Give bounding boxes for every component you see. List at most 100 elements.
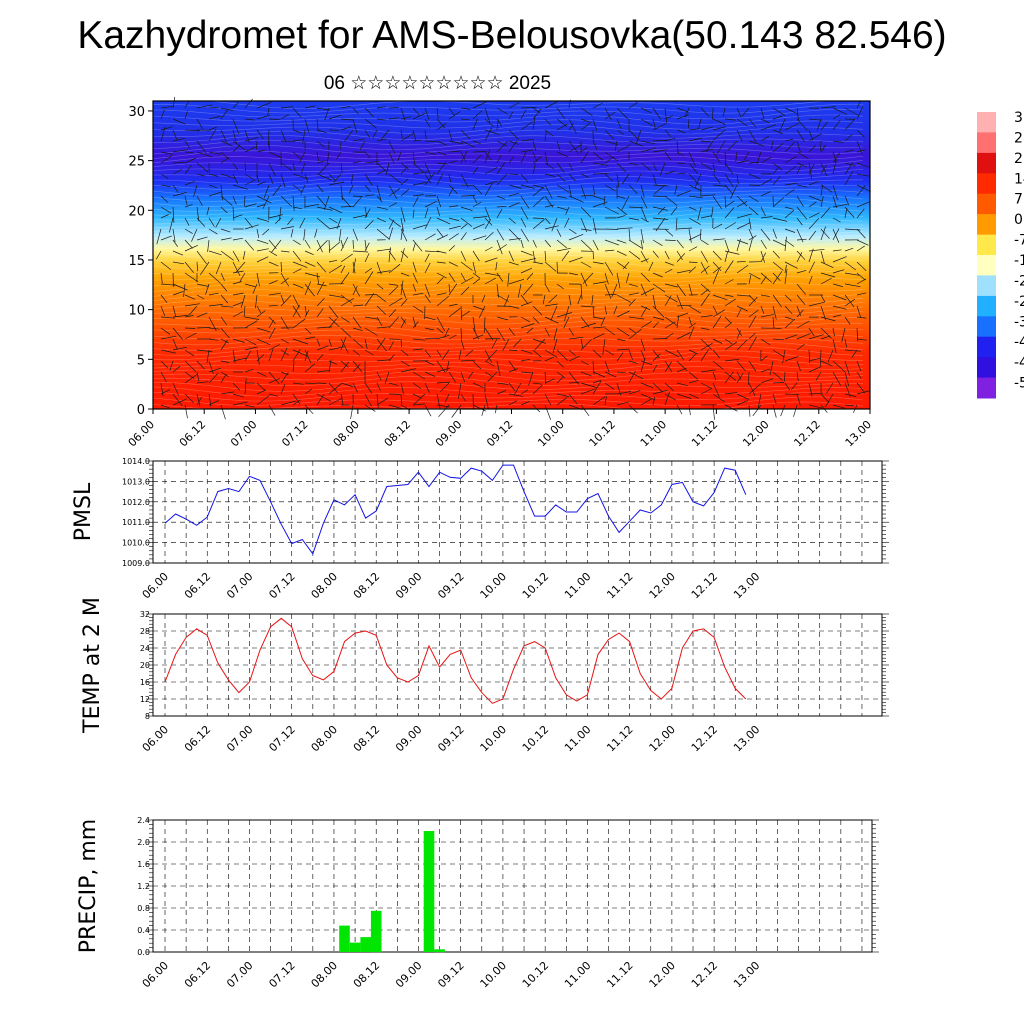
wind-vector	[388, 382, 399, 386]
wind-vector	[520, 149, 534, 153]
wind-vector	[652, 206, 668, 211]
wind-vector	[556, 312, 573, 318]
wind-vector	[532, 116, 536, 131]
wind-vector	[316, 195, 327, 207]
wind-vector	[580, 184, 587, 200]
wind-vector	[508, 140, 519, 145]
wind-vector	[688, 371, 699, 380]
wind-vector	[196, 250, 207, 265]
wind-vector	[316, 184, 324, 193]
contour-line	[152, 103, 864, 114]
wind-vector	[652, 390, 668, 395]
wind-vector	[352, 250, 369, 253]
x-tick-label: 06.12	[182, 723, 213, 754]
colorbar-swatch	[977, 132, 996, 154]
wind-vector	[700, 126, 714, 131]
y-tick-label: 2.4	[137, 816, 150, 825]
wind-vector	[304, 336, 316, 340]
wind-vector	[268, 250, 278, 257]
wind-vector	[604, 305, 607, 315]
wind-vector	[757, 393, 762, 409]
wind-vector	[316, 217, 330, 229]
wind-vector	[856, 292, 867, 296]
wind-vector	[316, 354, 324, 362]
wind-vector	[640, 140, 656, 145]
wind-vector	[208, 115, 221, 120]
wind-vector	[844, 107, 859, 116]
wind-vector	[808, 301, 825, 307]
wind-vector	[448, 173, 451, 183]
wind-vector	[424, 162, 432, 178]
wind-vector	[400, 319, 406, 329]
wind-vector	[556, 397, 567, 406]
wind-vector	[316, 382, 327, 384]
wind-vector	[376, 338, 387, 352]
wind-vector	[424, 349, 431, 358]
precip-bar	[360, 937, 371, 952]
wind-vector	[700, 382, 713, 390]
wind-vector	[592, 162, 609, 166]
contour-line	[152, 350, 863, 361]
colorbar-swatch	[977, 295, 996, 317]
wind-vector	[388, 283, 399, 286]
wind-vector	[340, 162, 343, 173]
wind-vector	[208, 228, 218, 235]
wind-vector	[700, 107, 710, 117]
contour-line	[152, 334, 864, 346]
wind-vector	[220, 391, 235, 395]
wind-vector	[412, 129, 417, 142]
wind-vector	[340, 272, 350, 285]
wind-vector	[756, 151, 762, 165]
wind-vector	[220, 157, 229, 164]
wind-vector	[613, 305, 618, 315]
wind-vector	[208, 126, 217, 131]
x-tick-label: 09.00	[393, 723, 424, 754]
wind-vector	[220, 316, 228, 326]
wind-vector	[328, 305, 339, 319]
wind-vector	[184, 404, 188, 419]
wind-vector	[532, 250, 536, 263]
x-tick-label: 06.00	[140, 570, 171, 601]
x-tick-label: 12.00	[740, 418, 771, 449]
wind-vector	[664, 294, 678, 303]
wind-vector	[808, 133, 822, 142]
wind-vector	[640, 118, 653, 127]
wind-vector	[340, 327, 352, 338]
wind-vector	[304, 388, 313, 395]
wind-vector	[413, 393, 426, 405]
wind-vector	[412, 239, 423, 252]
wind-vector	[592, 349, 602, 358]
wind-vector	[160, 272, 163, 284]
x-tick-label: 08.00	[309, 570, 340, 601]
wind-vector	[655, 217, 666, 232]
wind-vector	[412, 224, 427, 230]
wind-vector	[376, 371, 382, 381]
x-tick-label: 12.00	[647, 570, 678, 601]
wind-vector	[352, 138, 365, 142]
wind-vector	[208, 304, 223, 307]
wind-vector	[268, 319, 275, 329]
wind-vector	[496, 107, 509, 115]
wind-vector	[328, 360, 338, 365]
wind-vector	[712, 349, 720, 359]
wind-vector	[832, 283, 843, 287]
wind-vector	[472, 195, 478, 204]
wind-vector	[436, 162, 448, 165]
wind-vector	[844, 298, 855, 307]
wind-vector	[820, 106, 836, 109]
wind-vector	[256, 382, 266, 391]
wind-vector	[458, 349, 462, 360]
wind-vector	[388, 219, 395, 230]
wind-vector	[208, 327, 220, 330]
wind-vector	[688, 322, 696, 329]
wind-vector	[565, 206, 570, 215]
wind-vector	[856, 149, 866, 153]
wind-vector	[376, 337, 386, 351]
wind-vector	[724, 392, 738, 395]
wind-vector	[196, 162, 209, 173]
wind-vector	[675, 217, 678, 231]
wind-vector	[604, 151, 619, 162]
wind-vector	[252, 283, 258, 294]
wind-vector	[526, 327, 534, 334]
wind-vector	[544, 378, 555, 384]
